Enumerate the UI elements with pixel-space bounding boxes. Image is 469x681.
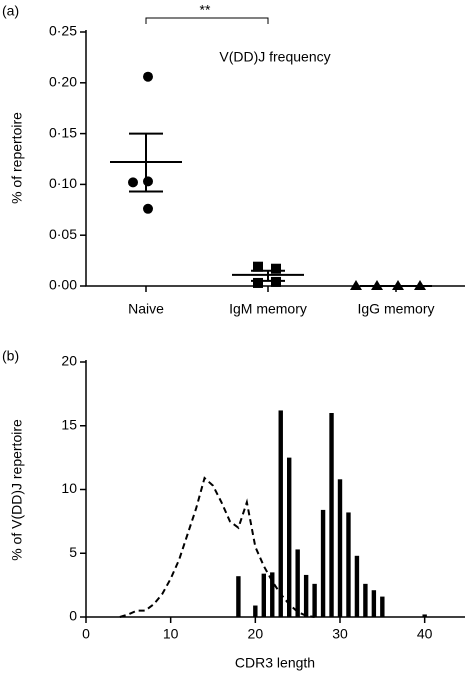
point: [143, 176, 153, 187]
bar: [303, 574, 309, 617]
x-tick-label: Naive: [128, 301, 164, 317]
bar: [346, 512, 351, 617]
y-tick-label: 0·25: [49, 23, 77, 39]
point: [350, 280, 362, 290]
x-tick-label: 40: [417, 626, 433, 642]
bar: [261, 573, 266, 617]
bar: [312, 583, 317, 617]
y-tick-label: 0·20: [49, 74, 77, 90]
x-tick-label: IgG memory: [357, 301, 434, 317]
x-tick-label: 0: [82, 626, 90, 642]
panel-label: (b): [2, 348, 19, 364]
line: [119, 476, 315, 618]
bar: [354, 555, 360, 617]
chart-title: V(DD)J frequency: [219, 49, 330, 65]
bar: [363, 583, 368, 617]
significance: **: [200, 2, 211, 18]
bar: [236, 576, 241, 617]
y-tick-label: 0: [69, 608, 77, 624]
point: [253, 261, 263, 272]
panel-label: (a): [2, 3, 19, 19]
y-tick-label: 0·15: [49, 124, 77, 140]
point: [143, 71, 153, 82]
point: [253, 277, 263, 288]
x-tick-label: 10: [163, 626, 179, 642]
point: [271, 263, 281, 274]
y-tick-label: 10: [61, 480, 77, 496]
y-axis-label: % of repertoire: [9, 112, 25, 204]
bar: [320, 509, 326, 617]
y-tick-label: 0·00: [49, 277, 77, 293]
x-tick-label: 20: [248, 626, 264, 642]
axes: [85, 360, 465, 618]
y-axis-label: % of V(DD)J repertoire: [9, 419, 25, 561]
point: [143, 203, 153, 214]
bar: [371, 590, 377, 617]
y-tick-label: 20: [61, 353, 77, 369]
y-tick-label: 0·10: [49, 175, 77, 191]
x-axis-label: CDR3 length: [235, 655, 315, 671]
bar: [253, 605, 258, 617]
bar: [270, 572, 275, 617]
significance-bracket: [145, 17, 269, 24]
point: [128, 177, 138, 188]
x-tick-label: IgM memory: [229, 301, 307, 317]
bar: [278, 410, 283, 617]
y-tick-label: 0·05: [49, 226, 77, 242]
x-tick-label: 30: [332, 626, 348, 642]
bar: [295, 549, 300, 617]
bar: [380, 596, 385, 617]
y-tick-label: 5: [69, 544, 77, 560]
point: [271, 276, 281, 287]
y-tick-label: 15: [61, 416, 77, 432]
bar: [337, 479, 343, 617]
bar: [329, 413, 334, 617]
bar: [422, 614, 427, 617]
bar: [287, 457, 292, 617]
axes: [85, 30, 465, 287]
